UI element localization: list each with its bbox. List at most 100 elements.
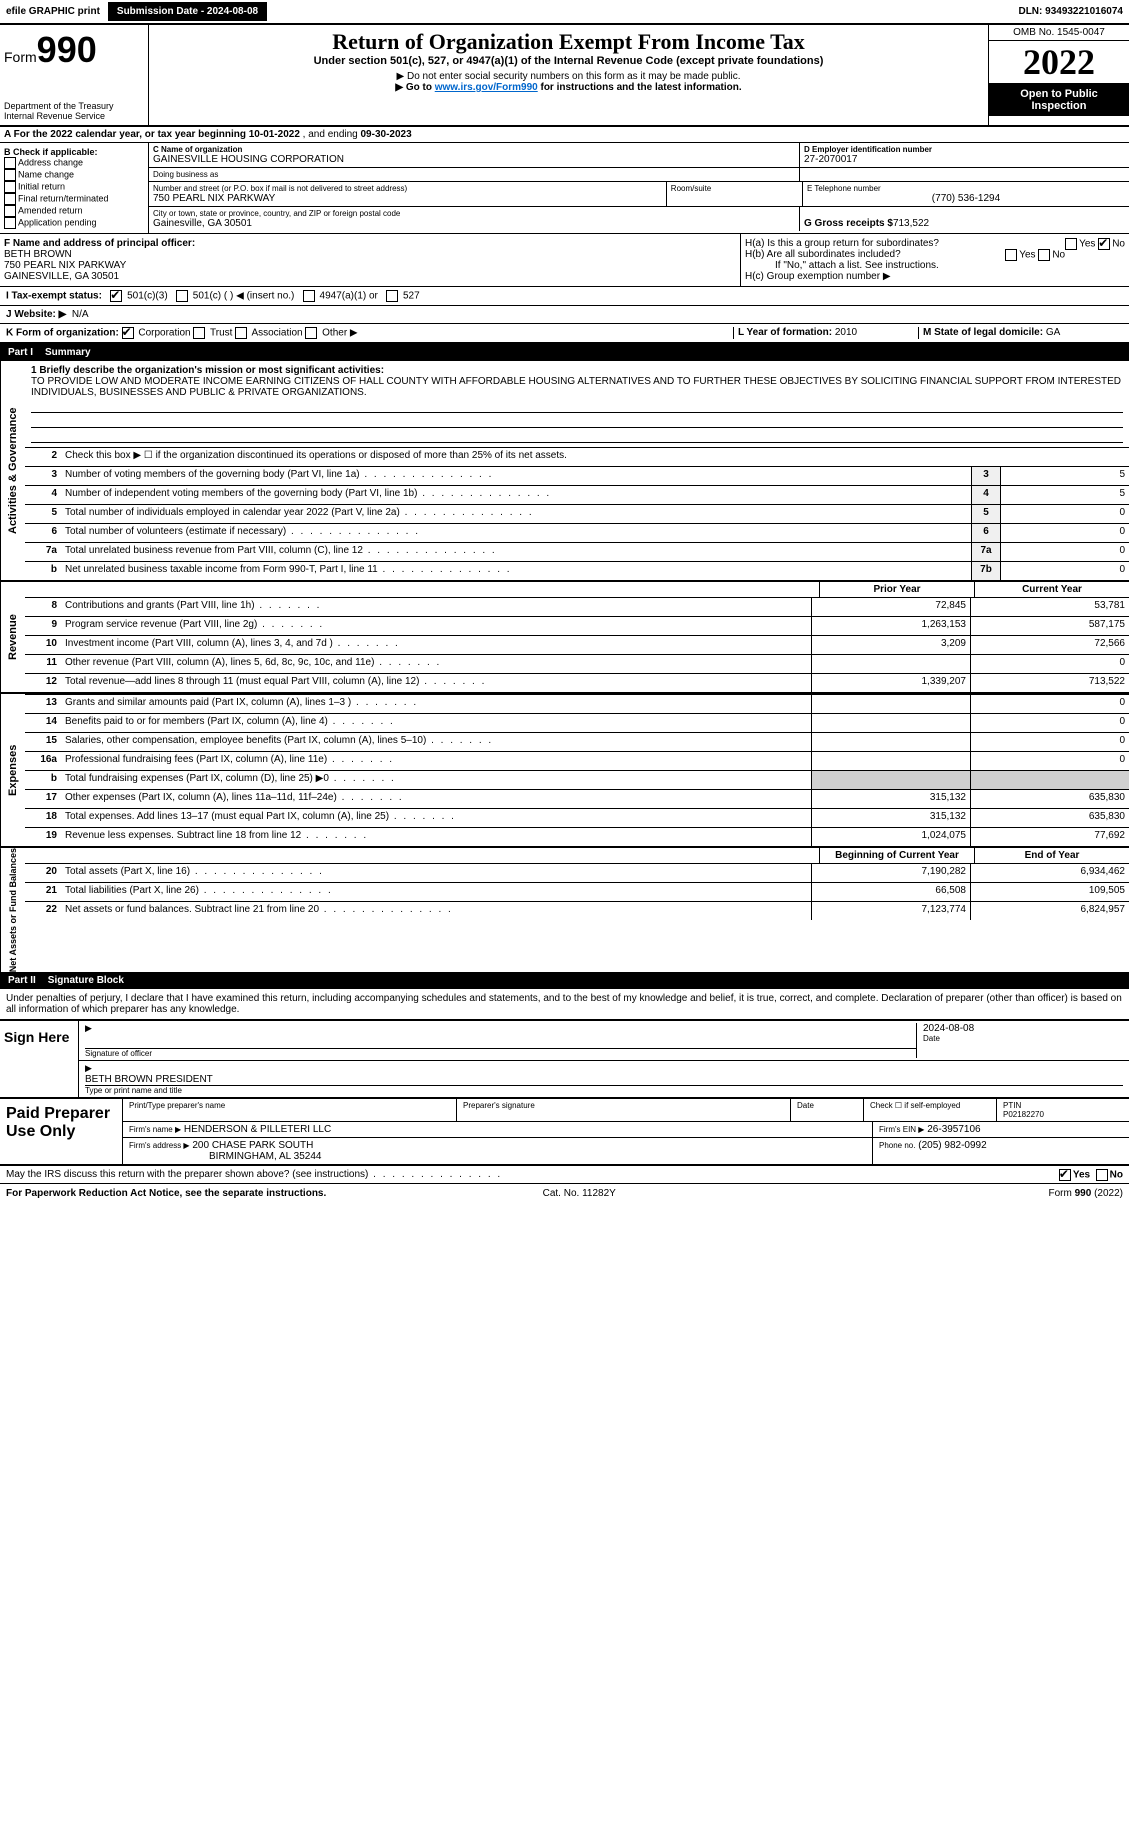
pp-phone: (205) 982-0992 [918,1140,986,1151]
sign-here-label: Sign Here [0,1021,78,1097]
c-name-label: C Name of organization [153,145,795,154]
website-value: N/A [72,309,89,320]
form-title: Return of Organization Exempt From Incom… [153,29,984,55]
hb-no[interactable] [1038,249,1050,261]
row-j-website: J Website: ▶ N/A [0,306,1129,324]
box-c-name: C Name of organization GAINESVILLE HOUSI… [149,143,800,167]
end-val: 6,824,957 [970,902,1129,920]
net-line-22: 22Net assets or fund balances. Subtract … [25,901,1129,920]
part2-num: Part II [8,975,36,986]
hb-label: H(b) Are all subordinates included? [745,249,901,260]
line-num: b [25,771,61,789]
exp-line-19: 19Revenue less expenses. Subtract line 1… [25,827,1129,846]
box-cde: C Name of organization GAINESVILLE HOUSI… [149,143,1129,233]
form-header: Form990 Department of the Treasury Inter… [0,25,1129,127]
cb-amended[interactable]: Amended return [4,205,144,217]
g-label: G Gross receipts $ [804,218,893,229]
ptin-label: PTIN [1003,1101,1021,1110]
cb-assoc[interactable] [235,327,247,339]
prior-val: 315,132 [811,809,970,827]
exp-line-16a: 16aProfessional fundraising fees (Part I… [25,751,1129,770]
current-val: 0 [970,695,1129,713]
net-line-21: 21Total liabilities (Part X, line 26)66,… [25,882,1129,901]
line-box: 4 [971,486,1000,504]
header-left: Form990 Department of the Treasury Inter… [0,25,149,125]
line-text: Net assets or fund balances. Subtract li… [61,902,811,920]
line-text: Net unrelated business taxable income fr… [61,562,971,580]
row-a-end: 09-30-2023 [361,129,412,140]
discuss-no[interactable] [1096,1169,1108,1181]
discuss-row: May the IRS discuss this return with the… [0,1166,1129,1184]
hb-yes[interactable] [1005,249,1017,261]
line-num: 12 [25,674,61,692]
ha-label: H(a) Is this a group return for subordin… [745,238,939,249]
officer-addr2: GAINESVILLE, GA 30501 [4,271,119,282]
m-label: M State of legal domicile: [923,327,1043,338]
cb-4947[interactable] [303,290,315,302]
omb-number: OMB No. 1545-0047 [989,25,1129,41]
cb-corp[interactable] [122,327,134,339]
side-net-assets: Net Assets or Fund Balances [0,848,25,972]
footer-mid: Cat. No. 11282Y [543,1188,616,1199]
line-text: Other expenses (Part IX, column (A), lin… [61,790,811,808]
line-text: Investment income (Part VIII, column (A)… [61,636,811,654]
l2-text: Check this box ▶ ☐ if the organization d… [61,448,1129,466]
city-label: City or town, state or province, country… [153,209,795,218]
room-label: Room/suite [671,184,798,193]
prior-val: 3,209 [811,636,970,654]
line-text: Total revenue—add lines 8 through 11 (mu… [61,674,811,692]
d-label: D Employer identification number [804,145,1125,154]
line-box: 5 [971,505,1000,523]
ha-no[interactable] [1098,238,1110,250]
cb-final-return[interactable]: Final return/terminated [4,193,144,205]
header-center: Return of Organization Exempt From Incom… [149,25,988,125]
rev-line-12: 12Total revenue—add lines 8 through 11 (… [25,673,1129,692]
line-num: 18 [25,809,61,827]
firm-ein: 26-3957106 [927,1124,980,1135]
line-num: 14 [25,714,61,732]
discuss-yes[interactable] [1059,1169,1071,1181]
line-val: 0 [1000,543,1129,561]
dba-label: Doing business as [153,170,795,179]
irs-link[interactable]: www.irs.gov/Form990 [435,82,538,93]
gov-line-6: 6Total number of volunteers (estimate if… [25,523,1129,542]
row-l: L Year of formation: 2010 [733,327,918,339]
h-c: H(c) Group exemption number ▶ [745,271,1125,282]
row-a-tax-year: A For the 2022 calendar year, or tax yea… [0,127,1129,143]
form-no: 990 [37,29,97,70]
part1-net-assets: Net Assets or Fund Balances Beginning of… [0,846,1129,972]
footer: For Paperwork Reduction Act Notice, see … [0,1184,1129,1203]
cb-other[interactable] [305,327,317,339]
pp-firm-row: Firm's name ▶ HENDERSON & PILLETERI LLC … [123,1122,1129,1138]
cb-trust[interactable] [193,327,205,339]
submission-date-btn[interactable]: Submission Date - 2024-08-08 [108,2,267,21]
line-text: Professional fundraising fees (Part IX, … [61,752,811,770]
typed-name: BETH BROWN PRESIDENT [85,1074,1123,1086]
f-label: F Name and address of principal officer: [4,238,195,249]
j-label: J Website: ▶ [6,309,66,320]
city-value: Gainesville, GA 30501 [153,218,795,229]
exp-line-15: 15Salaries, other compensation, employee… [25,732,1129,751]
part2-header: Part II Signature Block [0,972,1129,989]
cb-name-change[interactable]: Name change [4,169,144,181]
box-f: F Name and address of principal officer:… [0,234,741,286]
pp-check: Check ☐ if self-employed [864,1099,997,1121]
cb-501c[interactable] [176,290,188,302]
line-text: Total expenses. Add lines 13–17 (must eq… [61,809,811,827]
cb-address-change[interactable]: Address change [4,157,144,169]
line-text: Program service revenue (Part VIII, line… [61,617,811,635]
cb-527[interactable] [386,290,398,302]
efile-topbar: efile GRAPHIC print Submission Date - 20… [0,0,1129,25]
cb-initial-return[interactable]: Initial return [4,181,144,193]
addr-value: 750 PEARL NIX PARKWAY [153,193,662,204]
box-c-street: Number and street (or P.O. box if mail i… [149,182,667,206]
cb-501c3[interactable] [110,290,122,302]
line-box: 7b [971,562,1000,580]
part1-expenses: Expenses 13Grants and similar amounts pa… [0,692,1129,846]
signature-block: Sign Here Signature of officer 2024-08-0… [0,1019,1129,1097]
ha-yes[interactable] [1065,238,1077,250]
cb-application-pending[interactable]: Application pending [4,217,144,229]
line-text: Number of independent voting members of … [61,486,971,504]
current-val: 0 [970,655,1129,673]
section-bcdeg: B Check if applicable: Address change Na… [0,143,1129,234]
